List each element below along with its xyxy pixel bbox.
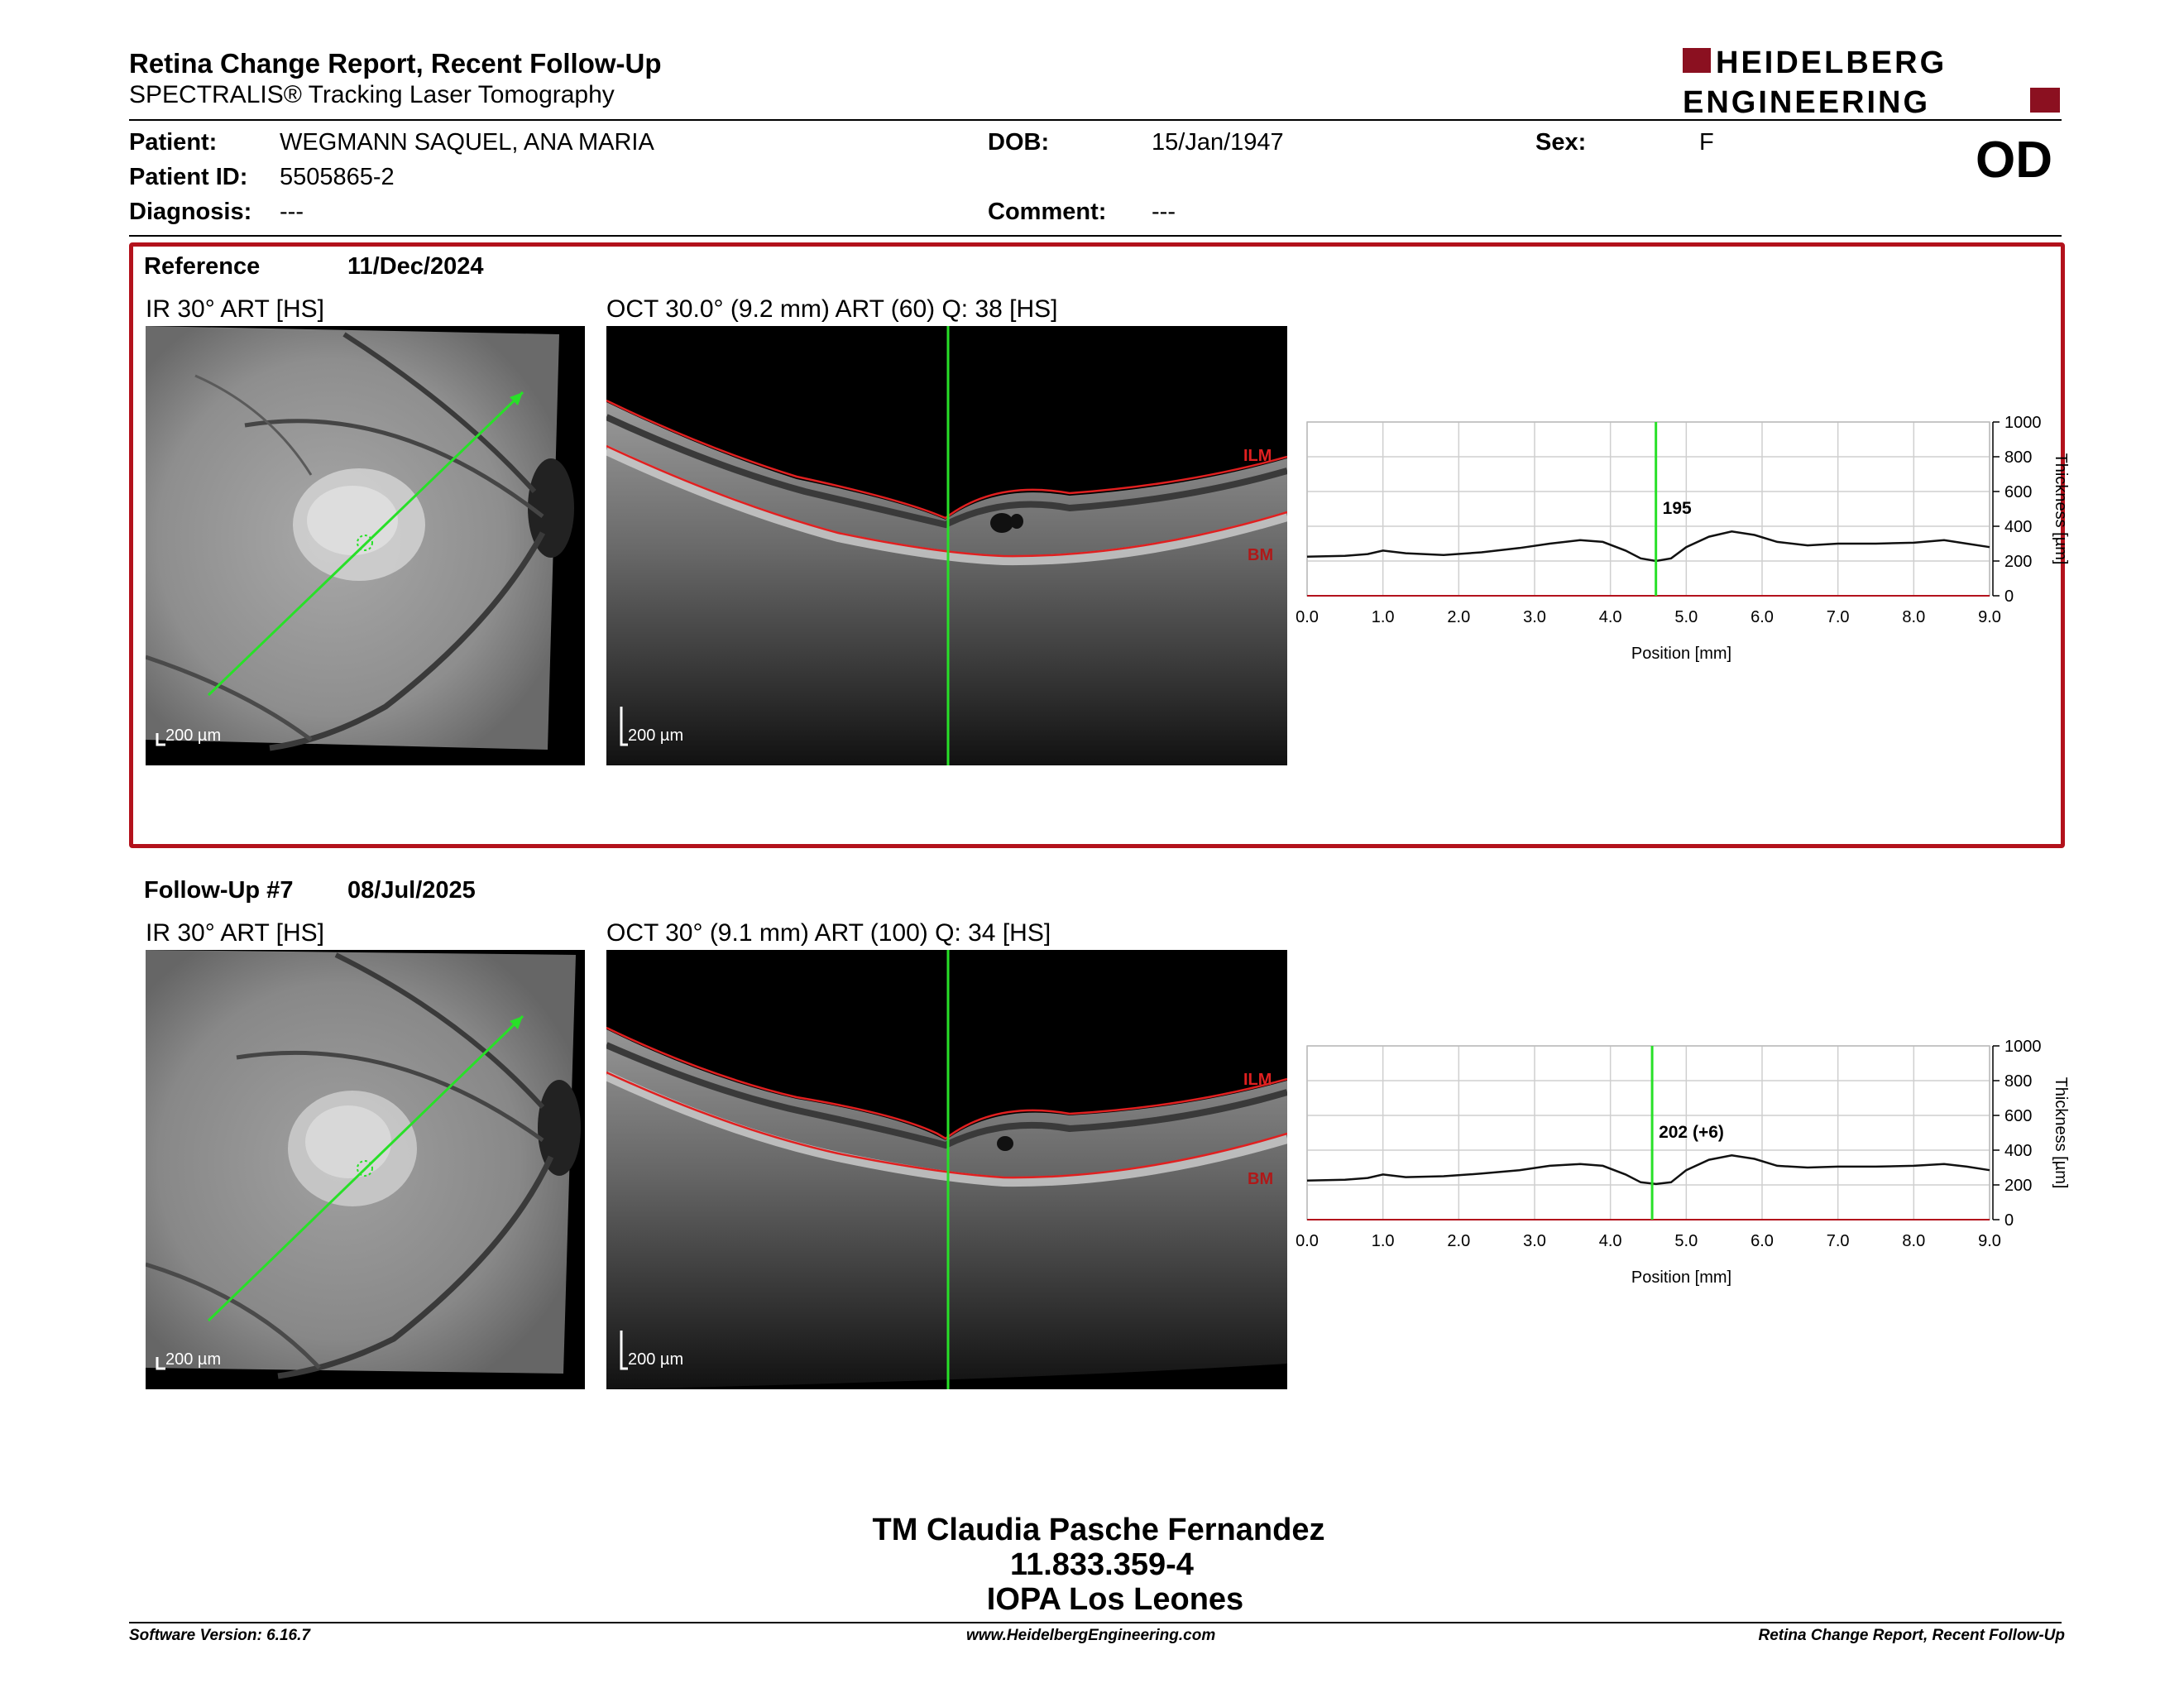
patient-id-label: Patient ID:	[129, 164, 248, 190]
diagnosis-value: ---	[280, 199, 304, 225]
reference-date: 11/Dec/2024	[347, 253, 484, 280]
reference-ir-image: 200 µm	[146, 326, 585, 765]
reference-bm-label: BM	[1248, 546, 1273, 564]
reference-oct-image: ILM BM 200 µm	[606, 326, 1287, 765]
followup-thickness-chart: 0 200 400 600 800 1000 0.0 1.0 2.0 3.0 4.0 5.0 6.0 7.…	[1296, 1038, 2070, 1287]
x-axis-label: Position [mm]	[1631, 1268, 1731, 1287]
y-tick-label: 200	[2004, 1177, 2032, 1195]
patient-id: 5505865-2	[280, 164, 395, 190]
marker-value-label: 202 (+6)	[1659, 1123, 1724, 1142]
followup-ir-image: 200 µm	[146, 950, 585, 1389]
plot-frame	[1306, 1045, 1990, 1220]
x-tick-label: 9.0	[1978, 608, 2001, 626]
sex-label: Sex:	[1535, 129, 1587, 156]
info-divider	[129, 235, 2062, 237]
reference-ilm-label: ILM	[1243, 447, 1272, 465]
signature-institution: IOPA Los Leones	[986, 1582, 1244, 1617]
header-divider	[129, 119, 2062, 121]
plot-frame	[1306, 421, 1990, 597]
comment-label: Comment:	[988, 199, 1107, 225]
comment-value: ---	[1152, 199, 1176, 225]
eye-indicator: OD	[1976, 132, 2052, 189]
x-tick-label: 7.0	[1827, 1232, 1850, 1250]
x-tick-label: 1.0	[1372, 1232, 1395, 1250]
y-axis-label: Thickness [µm]	[2052, 453, 2070, 565]
marker-value-label: 195	[1663, 499, 1692, 518]
followup-label: Follow-Up #7	[144, 877, 294, 904]
x-tick-label: 1.0	[1372, 608, 1395, 626]
thickness-line	[1306, 1154, 1990, 1186]
followup-oct-label: OCT 30° (9.1 mm) ART (100) Q: 34 [HS]	[606, 919, 1051, 947]
report-title: Retina Change Report, Recent Follow-Up	[129, 48, 662, 79]
x-tick-label: 6.0	[1751, 608, 1774, 626]
y-tick-label: 400	[2004, 518, 2032, 536]
diagnosis-label: Diagnosis:	[129, 199, 252, 225]
y-tick-label: 800	[2004, 1072, 2032, 1091]
x-tick-label: 8.0	[1902, 1232, 1925, 1250]
y-tick-label: 400	[2004, 1142, 2032, 1160]
followup-ilm-label: ILM	[1243, 1071, 1272, 1089]
dob-label: DOB:	[988, 129, 1050, 156]
followup-oct-scale: 200 µm	[628, 1350, 684, 1369]
x-tick-label: 9.0	[1978, 1232, 2001, 1250]
x-tick-label: 7.0	[1827, 608, 1850, 626]
reference-ir-scale: 200 µm	[165, 727, 222, 745]
y-tick-label: 600	[2004, 483, 2032, 501]
x-tick-label: 2.0	[1447, 608, 1470, 626]
footer-divider	[129, 1622, 2062, 1623]
y-axis-label: Thickness [µm]	[2052, 1077, 2070, 1189]
x-tick-label: 2.0	[1447, 1232, 1470, 1250]
x-tick-label: 3.0	[1523, 1232, 1546, 1250]
x-tick-label: 3.0	[1523, 608, 1546, 626]
dob-value: 15/Jan/1947	[1152, 129, 1284, 156]
sex-value: F	[1699, 129, 1714, 156]
x-axis-label: Position [mm]	[1631, 645, 1731, 663]
followup-ir-label: IR 30° ART [HS]	[146, 919, 324, 947]
signature-id: 11.833.359-4	[1010, 1547, 1194, 1582]
x-tick-label: 5.0	[1674, 1232, 1698, 1250]
reference-thickness-chart: 0 200 400 600 800 1000 0.0 1.0 2.0 3.0 4.0 5.0 6.0 7.…	[1296, 414, 2070, 663]
followup-ir-scale: 200 µm	[165, 1350, 222, 1369]
followup-date: 08/Jul/2025	[347, 877, 476, 904]
y-tick-label: 1000	[2004, 414, 2042, 432]
x-tick-label: 0.0	[1296, 608, 1319, 626]
report-subtitle: SPECTRALIS® Tracking Laser Tomography	[129, 81, 615, 108]
y-tick-label: 1000	[2004, 1038, 2042, 1056]
heidelberg-logo: HEIDELBERG ENGINEERING	[1683, 43, 2063, 120]
x-tick-label: 4.0	[1599, 1232, 1622, 1250]
x-tick-label: 4.0	[1599, 608, 1622, 626]
reference-panel	[129, 242, 2065, 848]
y-tick-label: 0	[2004, 1211, 2014, 1230]
thickness-line	[1306, 530, 1990, 563]
reference-oct-scale: 200 µm	[628, 727, 684, 745]
followup-oct-image: ILM BM 200 µm	[606, 950, 1287, 1389]
x-tick-label: 5.0	[1674, 608, 1698, 626]
footer-website: www.HeidelbergEngineering.com	[966, 1627, 1216, 1644]
reference-oct-label: OCT 30.0° (9.2 mm) ART (60) Q: 38 [HS]	[606, 295, 1058, 323]
x-tick-label: 0.0	[1296, 1232, 1319, 1250]
y-tick-label: 0	[2004, 587, 2014, 606]
x-tick-label: 6.0	[1751, 1232, 1774, 1250]
y-tick-label: 200	[2004, 553, 2032, 571]
reference-ir-label: IR 30° ART [HS]	[146, 295, 324, 323]
signature-name: TM Claudia Pasche Fernandez	[872, 1513, 1325, 1547]
y-tick-label: 800	[2004, 448, 2032, 467]
footer-report-name: Retina Change Report, Recent Follow-Up	[1758, 1627, 2065, 1644]
patient-label: Patient:	[129, 129, 218, 156]
logo-line2: ENGINEERING	[1683, 85, 1930, 117]
patient-name: WEGMANN SAQUEL, ANA MARIA	[280, 129, 654, 156]
y-tick-label: 600	[2004, 1107, 2032, 1125]
reference-label: Reference	[144, 253, 261, 280]
logo-line1: HEIDELBERG	[1716, 46, 1947, 80]
x-tick-label: 8.0	[1902, 608, 1925, 626]
footer-software-version: Software Version: 6.16.7	[129, 1627, 310, 1644]
followup-bm-label: BM	[1248, 1170, 1273, 1188]
